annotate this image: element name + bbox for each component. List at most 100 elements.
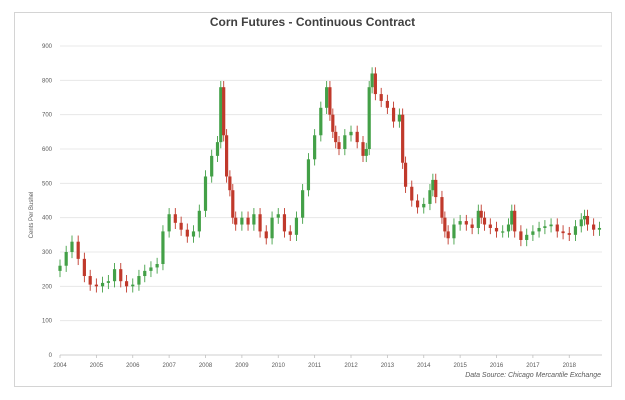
candle-body bbox=[76, 241, 80, 259]
candle-body bbox=[70, 241, 74, 252]
candle-body bbox=[331, 114, 335, 132]
candle-body bbox=[501, 231, 505, 233]
candle-body bbox=[185, 229, 189, 237]
candle-body bbox=[124, 281, 129, 287]
candle-body bbox=[543, 226, 547, 228]
candle-body bbox=[458, 221, 462, 225]
candle-body bbox=[349, 131, 353, 136]
candle-body bbox=[567, 233, 571, 235]
candle-body bbox=[219, 87, 223, 143]
candle-body bbox=[203, 176, 208, 211]
candle-body bbox=[385, 100, 389, 108]
candle-body bbox=[549, 224, 553, 227]
y-tick-label: 0 bbox=[49, 353, 53, 359]
candle-body bbox=[494, 227, 499, 232]
candle-body bbox=[337, 142, 341, 149]
candle-body bbox=[270, 217, 274, 239]
candles bbox=[58, 67, 602, 293]
candle-body bbox=[488, 224, 492, 228]
x-tick-labels: 2004 2005 2006 2007 2008 2009 2010 2011 2012 2013… bbox=[53, 363, 576, 369]
candle-body bbox=[482, 217, 487, 225]
candle-body bbox=[443, 217, 447, 232]
candle-body bbox=[592, 224, 596, 230]
y-tick-label: 800 bbox=[42, 78, 53, 84]
x-tick-label: 2007 bbox=[162, 363, 176, 369]
candle-body bbox=[161, 231, 165, 265]
candle-body bbox=[525, 234, 529, 240]
candle-body bbox=[58, 265, 62, 271]
x-tick-label: 2010 bbox=[272, 363, 286, 369]
candle-body bbox=[373, 73, 377, 95]
chart-title: Corn Futures - Continuous Contract bbox=[209, 15, 416, 29]
candle-body bbox=[325, 87, 329, 108]
y-tick-label: 900 bbox=[42, 44, 53, 50]
candle-body bbox=[173, 214, 177, 223]
x-tick-label: 2011 bbox=[308, 363, 322, 369]
candle-body bbox=[431, 179, 435, 191]
candle-body bbox=[88, 276, 92, 285]
candle-body bbox=[343, 135, 347, 149]
candle-body bbox=[167, 214, 171, 232]
candle-body bbox=[513, 210, 517, 232]
candle-body bbox=[191, 231, 196, 237]
candle-body bbox=[370, 73, 374, 88]
candle-body bbox=[510, 210, 514, 225]
candle-body bbox=[131, 284, 135, 287]
candle-body bbox=[579, 219, 583, 227]
candle-body bbox=[301, 190, 305, 218]
candle-body bbox=[597, 227, 602, 230]
y-tick-label: 500 bbox=[42, 181, 53, 187]
candle-body bbox=[228, 176, 232, 191]
candle-body bbox=[240, 217, 244, 225]
candle-body bbox=[582, 215, 587, 220]
y-tick-labels: 0 100 200 300 400 500 600 700 800 900 bbox=[42, 44, 53, 359]
candle-body bbox=[537, 227, 541, 232]
candle-body bbox=[143, 270, 147, 277]
candle-body bbox=[210, 155, 214, 177]
candle-body bbox=[119, 269, 123, 282]
candle-body bbox=[379, 94, 383, 101]
x-tick-label: 2006 bbox=[126, 363, 140, 369]
candle-body bbox=[225, 135, 229, 177]
candle-body bbox=[446, 231, 450, 239]
x-tick-label: 2008 bbox=[199, 363, 213, 369]
candle-body bbox=[276, 214, 280, 218]
candle-body bbox=[585, 215, 590, 225]
candle-body bbox=[440, 197, 444, 218]
candle-body bbox=[428, 190, 432, 204]
candle-body bbox=[246, 217, 250, 225]
candle-body bbox=[179, 222, 183, 230]
candle-body bbox=[100, 282, 105, 287]
candle-body bbox=[234, 217, 238, 225]
candle-body bbox=[391, 107, 396, 122]
y-tick-label: 400 bbox=[42, 216, 53, 222]
candle-body bbox=[415, 200, 420, 208]
candle-body bbox=[319, 107, 323, 136]
x-tick-label: 2009 bbox=[235, 363, 249, 369]
candle-body bbox=[573, 226, 578, 235]
y-tick-label: 700 bbox=[42, 113, 53, 119]
candle-body bbox=[476, 210, 480, 228]
candle-body bbox=[367, 87, 371, 149]
candle-body bbox=[231, 190, 235, 218]
candle-body bbox=[519, 231, 523, 240]
y-tick-label: 300 bbox=[42, 250, 53, 256]
candle-body bbox=[422, 203, 426, 208]
chart-frame bbox=[14, 12, 612, 387]
y-tick-label: 200 bbox=[42, 284, 53, 290]
candle-body bbox=[410, 186, 414, 201]
candle-body bbox=[282, 214, 287, 232]
candle-body bbox=[479, 210, 483, 218]
data-source: Data Source: Chicago Mercantile Exchange bbox=[465, 372, 601, 379]
x-tick-label: 2014 bbox=[417, 363, 431, 369]
candle-body bbox=[452, 224, 456, 239]
x-tick-label: 2018 bbox=[563, 363, 577, 369]
candle-body bbox=[222, 87, 226, 136]
candle-body bbox=[328, 87, 332, 115]
candle-body bbox=[294, 217, 299, 235]
candle-body bbox=[258, 214, 262, 232]
candle-body bbox=[334, 131, 338, 143]
candle-body bbox=[149, 267, 153, 271]
x-tick-label: 2015 bbox=[453, 363, 467, 369]
